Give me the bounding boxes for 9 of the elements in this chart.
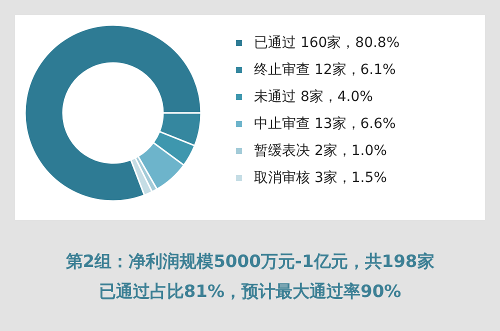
legend-label: 已通过 160家，80.8% bbox=[254, 35, 400, 51]
legend-label: 中止审查 13家，6.6% bbox=[254, 116, 396, 132]
text: 已通过占比81%，预计最大通过率90% bbox=[98, 282, 402, 302]
legend-label: 暂缓表决 2家，1.0% bbox=[254, 143, 387, 159]
legend-label: 未通过 8家，4.0% bbox=[254, 89, 373, 105]
donut-slice bbox=[24, 24, 202, 202]
legend-label: 终止审查 12家，6.1% bbox=[254, 62, 396, 78]
text: 第2组：净利润规模5000万元-1亿元，共198家 bbox=[64, 252, 434, 272]
legend-label: 取消审核 3家，1.5% bbox=[254, 170, 387, 186]
